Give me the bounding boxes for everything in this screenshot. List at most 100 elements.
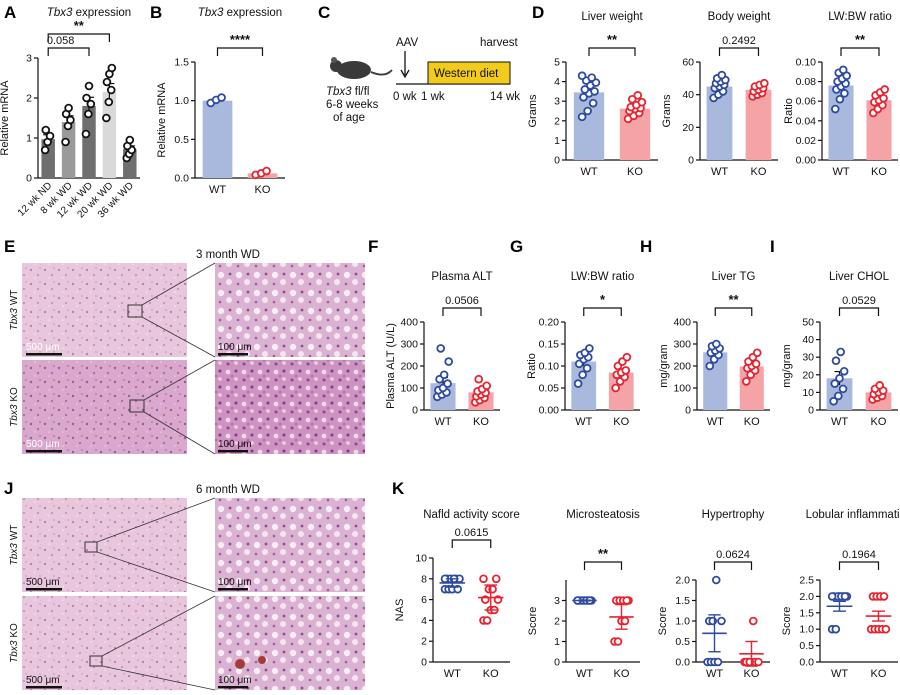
- bar: [61, 122, 76, 178]
- y-tick-label: 0.5: [174, 134, 189, 146]
- data-point: [712, 339, 721, 349]
- mouse-line3: of age: [333, 112, 365, 124]
- category-label: WT: [831, 416, 848, 428]
- data-point: [577, 112, 587, 122]
- data-point: [840, 592, 850, 601]
- significance-label: ****: [230, 32, 251, 47]
- y-tick-label: 300: [673, 339, 691, 351]
- data-point: [622, 596, 632, 605]
- category-label: WT: [831, 668, 848, 680]
- chart-title-b: Tbx3 expression: [198, 7, 282, 19]
- y-tick-label: 0.00: [796, 155, 817, 167]
- panel-label-h: H: [640, 237, 652, 256]
- data-point: [491, 574, 501, 584]
- significance-label: **: [855, 32, 866, 47]
- category-label: WT: [832, 166, 849, 178]
- chart-title-gene-a: Tbx3: [47, 7, 73, 19]
- data-point: [751, 359, 761, 369]
- data-point: [830, 379, 840, 388]
- panel-label-g: G: [510, 237, 523, 256]
- data-point: [479, 574, 488, 584]
- data-point: [444, 357, 454, 366]
- data-point: [620, 616, 630, 626]
- category-label: WT: [575, 416, 592, 428]
- data-point: [84, 109, 93, 119]
- data-point: [705, 361, 715, 371]
- e-scale-high-ko: 100 μm: [218, 439, 252, 450]
- significance-label: **: [598, 546, 609, 561]
- svg-text:Tbx3KO: Tbx3 KO: [9, 387, 20, 427]
- y-tick-label: 0: [808, 405, 814, 417]
- e-ko-gene: Tbx3: [9, 404, 20, 427]
- data-point: [587, 73, 597, 82]
- data-point: [838, 384, 848, 394]
- category-label: WT: [706, 668, 723, 680]
- y-tick-label: 30: [802, 352, 814, 364]
- y-tick-label: 2.0: [799, 591, 814, 603]
- j-ko-high: [215, 596, 365, 690]
- data-point: [583, 106, 592, 116]
- y-tick-label: 0.0: [799, 657, 814, 669]
- svg-text:Tbx3KO: Tbx3 KO: [9, 623, 20, 663]
- y-tick-label: 200: [673, 361, 691, 373]
- y-tick-label: 0: [685, 405, 691, 417]
- data-point: [106, 85, 116, 95]
- data-point: [754, 657, 763, 667]
- diet-box: [427, 61, 511, 85]
- y-tick-label: 1.0: [174, 95, 189, 107]
- data-point: [836, 347, 845, 357]
- histology-e: 3 month WD Tbx3 WT Tbx3 KO 500 μm 500 μm 1…: [9, 249, 365, 455]
- data-point: [717, 616, 726, 626]
- chart-d2: Body weight 0 20 40 60 Grams WT KO 0.2492: [661, 11, 778, 178]
- category-label: KO: [871, 166, 887, 178]
- category-label: WT: [444, 668, 461, 680]
- data-point: [880, 85, 889, 94]
- y-tick-label: 0.5: [799, 640, 814, 652]
- data-point: [829, 396, 838, 406]
- data-point: [580, 85, 590, 94]
- chart-k4: Lobular inflammation 0.0 0.5 1.0 1.5 2.0 2.5 Sc…: [781, 509, 900, 680]
- y-tick-label: 3: [26, 53, 32, 65]
- significance-label: *: [600, 292, 606, 307]
- significance-label: 0.0529: [842, 295, 876, 307]
- data-point: [102, 113, 111, 123]
- data-point: [443, 379, 452, 388]
- significance-label: **: [607, 32, 618, 47]
- significance-bracket: [718, 47, 760, 56]
- y-tick-label: 0.5: [675, 636, 690, 648]
- panel-label-i: I: [770, 237, 775, 256]
- data-point: [839, 366, 849, 376]
- t1-label: 1 wk: [421, 91, 445, 103]
- t0-label: 0 wk: [393, 91, 417, 103]
- y-tick-label: 0.06: [796, 96, 817, 108]
- panel-label-a: A: [4, 3, 16, 22]
- significance-label: 0.0506: [445, 295, 479, 307]
- category-label: KO: [614, 668, 630, 680]
- y-tick-label: 0: [554, 657, 560, 669]
- y-axis-label-g: Ratio: [526, 353, 538, 379]
- category-label: KO: [871, 416, 887, 428]
- y-tick-label: 20: [682, 122, 694, 134]
- data-point: [439, 370, 449, 380]
- data-point: [627, 94, 637, 104]
- y-tick-label: 0.10: [796, 57, 817, 69]
- chart-title-a: Tbx3 expression: [47, 7, 131, 19]
- data-point: [830, 104, 840, 114]
- j-wt-high: [215, 498, 365, 592]
- j-scale-low-wt: 500 μm: [26, 577, 60, 588]
- chart-title-i: Liver CHOL: [829, 271, 890, 283]
- e-wt-low: [22, 263, 187, 357]
- significance-bracket: [840, 47, 880, 56]
- chart-title-d3: LW:BW ratio: [828, 11, 891, 23]
- data-point: [577, 71, 587, 81]
- significance-label: **: [728, 292, 739, 307]
- category-label: KO: [483, 668, 499, 680]
- j-scale-high-wt: 100 μm: [218, 577, 252, 588]
- data-point: [590, 87, 599, 96]
- chart-k1: Nafld activity score 0 2 4 6 8 10 NAS WT KO 0.0615: [394, 509, 520, 680]
- j-scale-low-ko: 500 μm: [26, 675, 60, 686]
- y-tick-label: 200: [400, 361, 418, 373]
- data-point: [84, 81, 94, 91]
